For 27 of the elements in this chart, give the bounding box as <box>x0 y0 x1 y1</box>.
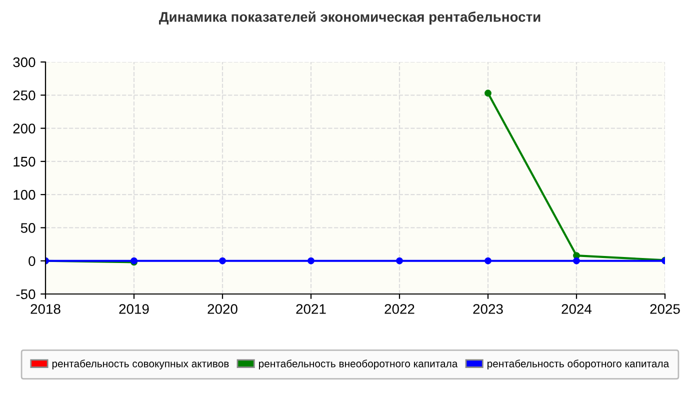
y-tick-label: 250 <box>13 90 36 100</box>
point <box>308 257 314 264</box>
x-tick-label: 2020 <box>208 304 238 314</box>
y-tick-label: -50 <box>16 289 36 300</box>
point <box>573 257 580 264</box>
x-tick-label: 2023 <box>473 304 503 314</box>
x-tick-label: 2024 <box>562 304 592 314</box>
x-tick-label: 2021 <box>296 304 326 314</box>
y-tick-label: 300 <box>13 57 36 68</box>
y-tick-label: 50 <box>20 223 36 233</box>
legend-label: рентабельность совокупных активов <box>52 360 229 370</box>
y-tick-label: 0 <box>28 256 36 266</box>
legend-label: рентабельность внеоборотного капитала <box>259 360 458 370</box>
x-tick-label: 2019 <box>119 304 149 314</box>
x-tick-label: 2025 <box>650 304 680 314</box>
y-tick-label: 100 <box>14 190 36 200</box>
x-tick-label: 2022 <box>384 304 414 314</box>
y-tick-label: 150 <box>14 156 36 167</box>
y-tick-label: 200 <box>13 124 36 134</box>
legend-label: рентабельность оборотного капитала <box>488 360 670 370</box>
point <box>573 252 580 260</box>
point <box>219 257 226 264</box>
point <box>484 257 492 264</box>
chart-title: Динамика показателей экономическая рентабельности <box>159 11 540 25</box>
point <box>484 90 492 97</box>
x-tick-label: 2018 <box>30 304 60 314</box>
point <box>396 257 403 264</box>
